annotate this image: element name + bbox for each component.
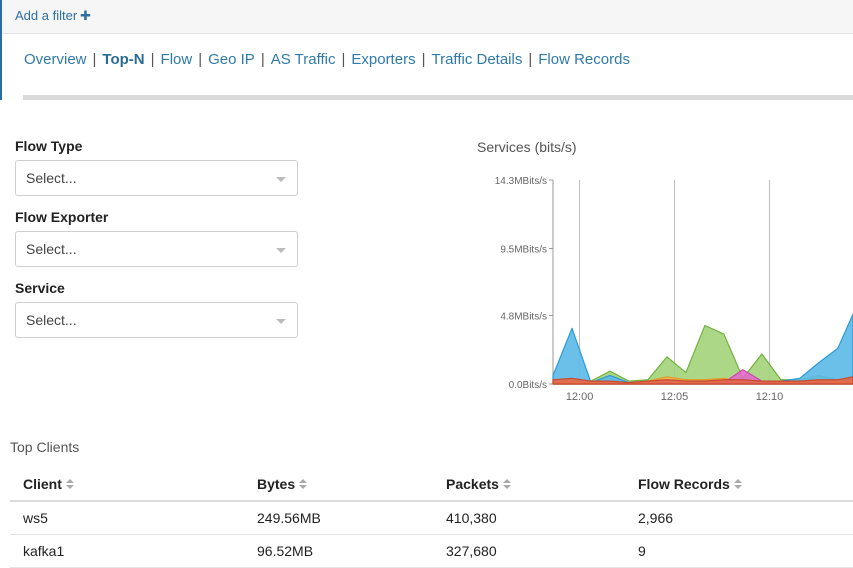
chevron-down-icon [276, 177, 286, 182]
column-header-packets[interactable]: Packets [433, 470, 625, 502]
tab-separator: | [198, 51, 203, 68]
flow-type-value: Select... [26, 170, 77, 186]
top-clients-table: Client Bytes Packets Flow Records ws5 24… [10, 470, 853, 568]
add-filter-label: Add a filter [15, 8, 78, 23]
cell-packets: 410,380 [433, 501, 625, 535]
tab-exporters[interactable]: Exporters [351, 51, 416, 68]
tab-traffic-details[interactable]: Traffic Details [431, 51, 523, 68]
cell-packets: 327,680 [433, 534, 625, 568]
dashboard-tabs: Overview | Top-N | Flow | Geo IP | AS Traffic | Ex… [24, 51, 630, 68]
chevron-down-icon [276, 248, 286, 253]
y-tick-label: 0.0Bits/s [509, 380, 547, 391]
flow-exporter-label: Flow Exporter [15, 209, 109, 225]
tab-as-traffic[interactable]: AS Traffic [270, 51, 336, 68]
y-tick-label: 9.5MBits/s [500, 244, 547, 255]
services-area-chart: 0.0Bits/s 4.8MBits/s 9.5MBits/s 14.3MBits/s… [495, 176, 853, 403]
cell-client: ws5 [10, 501, 244, 535]
service-label: Service [15, 280, 65, 296]
filter-bar: Add a filter ✚ [0, 0, 853, 34]
service-select[interactable]: Select... [15, 302, 298, 338]
y-tick-label: 14.3MBits/s [495, 176, 547, 187]
x-tick-label: 12:10 [756, 391, 784, 403]
series-area-4 [552, 376, 853, 385]
tab-separator: | [260, 51, 265, 68]
tab-separator: | [421, 51, 426, 68]
service-value: Select... [26, 312, 77, 328]
cell-client: kafka1 [10, 534, 244, 568]
table-row[interactable]: kafka1 96.52MB 327,680 9 [10, 534, 853, 568]
sort-icon [733, 479, 742, 490]
left-accent-bar [0, 0, 2, 100]
tab-geo-ip[interactable]: Geo IP [208, 51, 255, 68]
column-header-client[interactable]: Client [10, 470, 244, 502]
column-header-flow-records[interactable]: Flow Records [625, 470, 853, 502]
flow-exporter-value: Select... [26, 241, 77, 257]
table-header-row: Client Bytes Packets Flow Records [10, 470, 853, 502]
cell-flow-records: 2,966 [625, 501, 853, 535]
tab-separator: | [528, 51, 533, 68]
x-tick-label: 12:00 [566, 391, 594, 403]
top-clients-title: Top Clients [10, 439, 80, 455]
tab-top-n[interactable]: Top-N [102, 51, 145, 68]
flow-type-select[interactable]: Select... [15, 160, 298, 196]
tabs-divider [23, 95, 853, 100]
tab-overview[interactable]: Overview [24, 51, 87, 68]
cell-bytes: 249.56MB [244, 501, 433, 535]
add-filter-link[interactable]: Add a filter ✚ [15, 8, 91, 23]
table-row[interactable]: ws5 249.56MB 410,380 2,966 [10, 501, 853, 535]
sort-icon [502, 479, 511, 490]
chart-title: Services (bits/s) [477, 139, 577, 155]
cell-flow-records: 9 [625, 534, 853, 568]
column-header-bytes[interactable]: Bytes [244, 470, 433, 502]
flow-type-label: Flow Type [15, 138, 83, 154]
filter-panel: Flow Type Select... Flow Exporter Select… [15, 138, 298, 351]
tab-separator: | [150, 51, 155, 68]
plus-icon: ✚ [80, 8, 92, 23]
cell-bytes: 96.52MB [244, 534, 433, 568]
sort-icon [299, 479, 308, 490]
tab-separator: | [92, 51, 97, 68]
tab-separator: | [341, 51, 346, 68]
chevron-down-icon [276, 319, 286, 324]
x-tick-label: 12:05 [661, 391, 689, 403]
tab-flow-records[interactable]: Flow Records [538, 51, 630, 68]
tab-flow[interactable]: Flow [160, 51, 193, 68]
flow-exporter-select[interactable]: Select... [15, 231, 298, 267]
sort-icon [65, 479, 74, 490]
y-tick-label: 4.8MBits/s [500, 312, 547, 323]
